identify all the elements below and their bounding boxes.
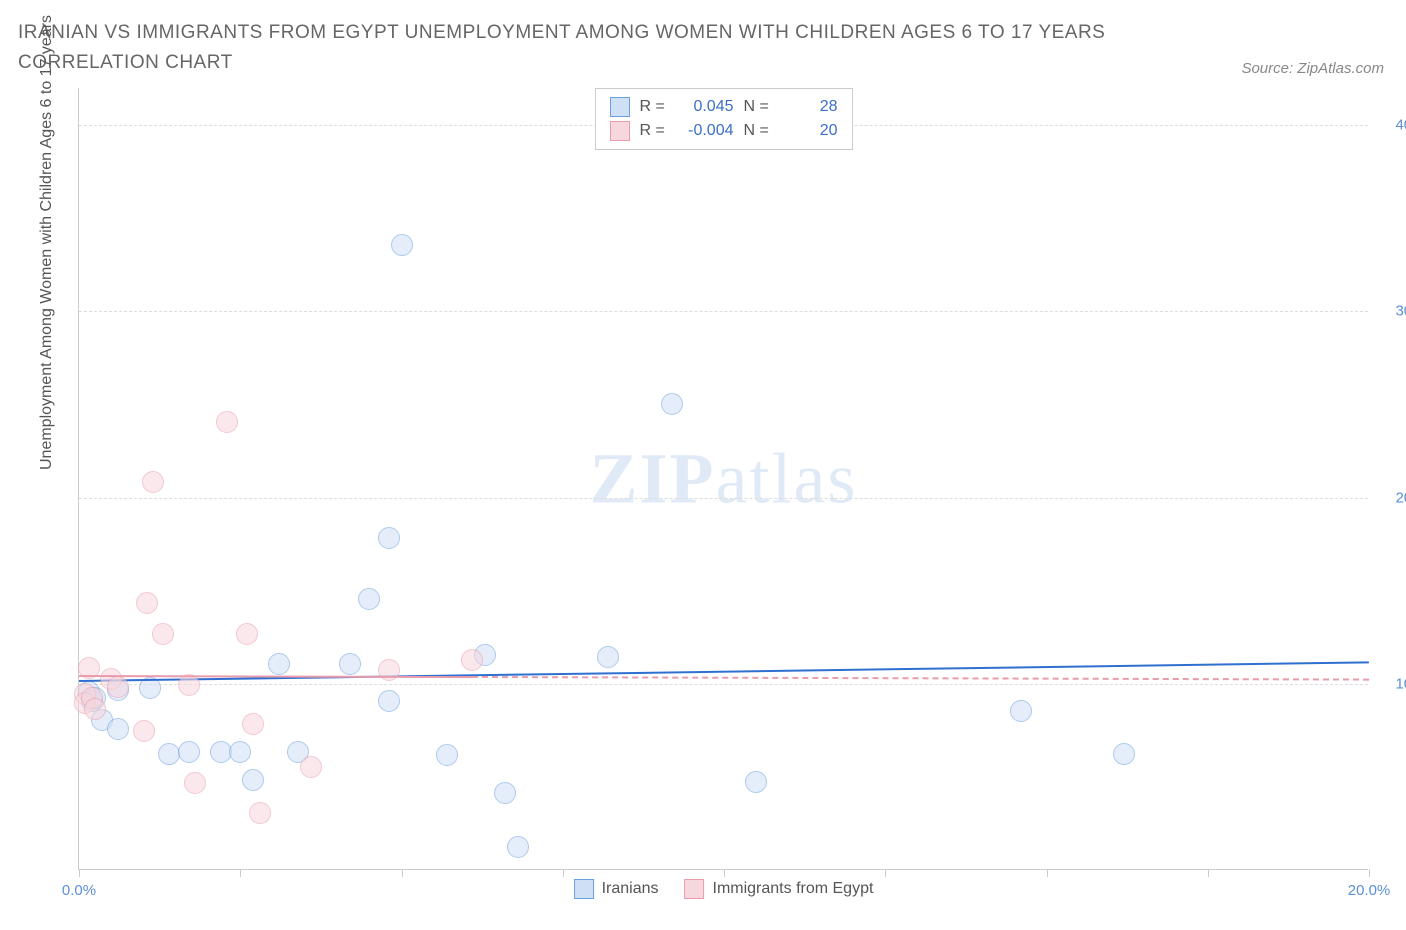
scatter-plot: 10.0%20.0%30.0%40.0%0.0%20.0%	[79, 88, 1368, 869]
data-point-egypt	[184, 772, 206, 794]
data-point-egypt	[142, 471, 164, 493]
legend-row-iranians: R = 0.045 N = 28	[610, 95, 838, 119]
data-point-iranians	[378, 690, 400, 712]
data-point-iranians	[494, 782, 516, 804]
legend-r-value-iranians: 0.045	[678, 98, 734, 116]
legend-r-label: R =	[640, 122, 668, 140]
legend-r-label: R =	[640, 98, 668, 116]
data-point-egypt	[84, 698, 106, 720]
y-tick-label: 20.0%	[1378, 489, 1406, 506]
legend-r-value-egypt: -0.004	[678, 122, 734, 140]
gridline	[79, 498, 1368, 499]
trend-line-egypt	[79, 675, 472, 678]
x-tick	[79, 869, 80, 877]
data-point-iranians	[242, 769, 264, 791]
correlation-legend: R = 0.045 N = 28 R = -0.004 N = 20	[595, 88, 853, 150]
data-point-iranians	[507, 836, 529, 858]
data-point-egypt	[133, 720, 155, 742]
x-tick	[240, 869, 241, 877]
data-point-iranians	[178, 741, 200, 763]
swatch-iranians	[574, 879, 594, 899]
data-point-egypt	[249, 802, 271, 824]
data-point-iranians	[107, 718, 129, 740]
data-point-iranians	[358, 588, 380, 610]
legend-label-egypt: Immigrants from Egypt	[712, 880, 873, 898]
x-tick	[563, 869, 564, 877]
y-axis-label: Unemployment Among Women with Children A…	[38, 15, 56, 470]
data-point-iranians	[597, 646, 619, 668]
legend-n-value-iranians: 28	[782, 98, 838, 116]
x-tick	[402, 869, 403, 877]
legend-item-egypt: Immigrants from Egypt	[684, 879, 873, 899]
swatch-egypt	[684, 879, 704, 899]
gridline	[79, 684, 1368, 685]
x-tick	[885, 869, 886, 877]
data-point-iranians	[1010, 700, 1032, 722]
data-point-iranians	[745, 771, 767, 793]
data-point-egypt	[461, 649, 483, 671]
chart-plot-area: ZIPatlas R = 0.045 N = 28 R = -0.004 N =…	[78, 88, 1368, 870]
data-point-egypt	[216, 411, 238, 433]
swatch-egypt	[610, 121, 630, 141]
data-point-iranians	[378, 527, 400, 549]
data-point-iranians	[268, 653, 290, 675]
data-point-egypt	[300, 756, 322, 778]
data-point-egypt	[152, 623, 174, 645]
legend-n-label: N =	[744, 98, 772, 116]
data-point-egypt	[136, 592, 158, 614]
legend-item-iranians: Iranians	[574, 879, 659, 899]
data-point-iranians	[339, 653, 361, 675]
y-tick-label: 10.0%	[1378, 675, 1406, 692]
legend-row-egypt: R = -0.004 N = 20	[610, 119, 838, 143]
y-tick-label: 30.0%	[1378, 303, 1406, 320]
gridline	[79, 311, 1368, 312]
legend-label-iranians: Iranians	[602, 880, 659, 898]
data-point-iranians	[391, 234, 413, 256]
data-point-egypt	[107, 676, 129, 698]
y-tick-label: 40.0%	[1378, 117, 1406, 134]
legend-n-label: N =	[744, 122, 772, 140]
data-point-iranians	[229, 741, 251, 763]
data-point-iranians	[661, 393, 683, 415]
x-tick-label: 0.0%	[62, 882, 96, 899]
source-attribution: Source: ZipAtlas.com	[1241, 60, 1384, 77]
series-legend: Iranians Immigrants from Egypt	[574, 879, 874, 899]
chart-title: IRANIAN VS IMMIGRANTS FROM EGYPT UNEMPLO…	[18, 18, 1206, 79]
data-point-iranians	[1113, 743, 1135, 765]
data-point-iranians	[436, 744, 458, 766]
swatch-iranians	[610, 97, 630, 117]
x-tick	[1047, 869, 1048, 877]
data-point-egypt	[242, 713, 264, 735]
x-tick	[1369, 869, 1370, 877]
x-tick	[724, 869, 725, 877]
legend-n-value-egypt: 20	[782, 122, 838, 140]
trend-line-egypt	[472, 676, 1369, 681]
x-tick	[1208, 869, 1209, 877]
x-tick-label: 20.0%	[1348, 882, 1391, 899]
data-point-egypt	[236, 623, 258, 645]
